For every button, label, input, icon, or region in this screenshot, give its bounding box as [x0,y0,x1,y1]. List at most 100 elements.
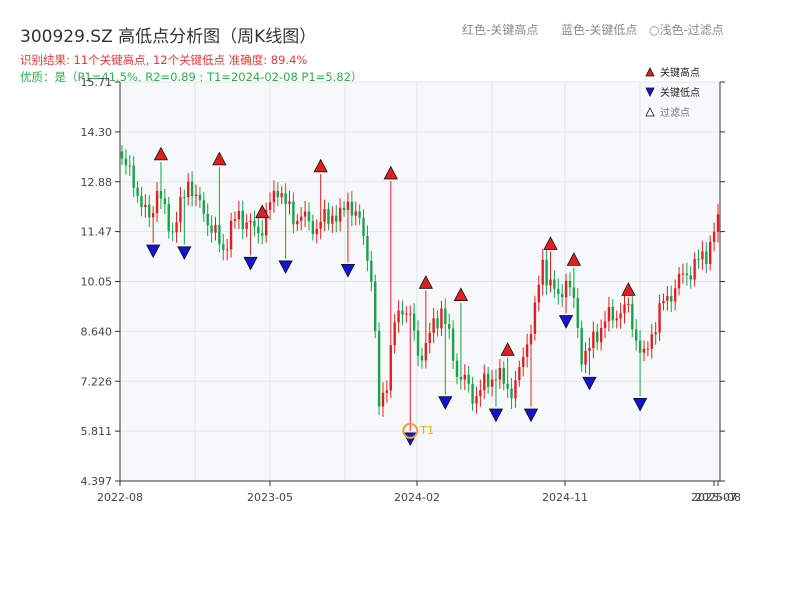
quality-summary: 优质：是（P1=41.5%, R2=0.89 ; T1=2024-02-08 P… [20,70,363,84]
candle [284,183,287,259]
candle-body [420,355,424,361]
key-low-marker [278,260,293,275]
candle [634,319,638,351]
candle [253,210,256,237]
candle [494,368,498,407]
candle-body [358,211,361,218]
candle-body [148,204,151,218]
candle [518,360,521,387]
candle [405,305,408,323]
candle [572,267,576,309]
y-tick-label: 7.226 [81,375,113,388]
candle-body [685,273,689,276]
candle-body [233,219,237,221]
x-tick-label: 2025-08 [695,491,741,504]
y-tick-label: 5.811 [81,425,113,438]
candle [179,187,182,233]
candle [261,219,264,245]
candle-body [151,213,155,218]
key-high-marker [383,165,398,180]
candle-body [584,350,587,365]
candle [136,181,139,203]
candle-body [658,303,661,333]
candle-body [541,259,544,285]
key-low-marker [243,256,258,271]
key-low-marker [488,408,504,423]
candle [642,340,646,362]
candle-body [712,231,716,242]
candle [342,201,346,217]
candle-body [311,221,315,235]
candle [393,313,396,354]
candle-body [662,300,665,304]
y-tick-label: 8.640 [81,325,113,338]
candle-body [319,221,322,229]
candle-body [428,332,431,344]
candle-body [303,211,307,217]
y-tick-label: 15.71 [81,76,113,89]
legend-label: 过滤点 [660,106,690,119]
candle-body [697,258,700,260]
candle [588,337,591,376]
candle-body [424,343,428,361]
y-tick-label: 14.30 [81,126,113,139]
candle [389,181,392,398]
candle-body [451,328,455,361]
candle [716,203,720,243]
candle-body [599,327,603,343]
candle-body [206,213,209,226]
candle [557,278,560,305]
legend-top-low-note: 蓝色-关键低点 [561,23,638,37]
markers: T1 [146,146,648,447]
y-tick-label: 10.05 [81,276,113,289]
candle [670,285,673,313]
candle-body [159,191,163,199]
candle-body [448,324,451,329]
candle [580,320,583,372]
candle [502,361,505,391]
candle-body [440,308,443,329]
candle [323,199,326,232]
candle [124,149,128,175]
candle-body [572,287,576,298]
candle [249,213,252,256]
candle [615,310,618,329]
candle [374,274,377,339]
candle [280,186,283,205]
candle-body [549,279,552,286]
candle-body [498,367,502,380]
candle [202,192,206,222]
candle-body [144,204,147,208]
candle-body [416,330,420,356]
candle-body [385,390,389,393]
key-low-marker [340,263,356,278]
candle-body [701,251,704,260]
candle [522,347,525,377]
candle [432,307,435,344]
candle [607,296,611,332]
chart-title: 300929.SZ 高低点分析图（周K线图） [20,27,317,47]
candle [335,205,338,233]
candle-body [124,158,128,166]
candle [712,222,716,252]
candle [463,364,466,391]
candle-body [615,318,618,321]
candle-body [288,201,291,205]
candle [483,364,486,400]
candle [194,184,198,207]
candle [288,190,291,215]
candle-body [167,204,170,232]
candle [611,299,615,329]
recognition-summary: 识别结果: 11个关键高点, 12个关键低点 准确度: 89.4% [20,53,308,67]
candle-body [409,313,412,315]
candle-body [525,344,529,357]
candle-body [459,376,463,380]
candle [338,198,342,232]
candle-body [553,279,556,289]
key-low-marker [177,246,192,260]
key-low-marker [582,376,597,391]
candle-body [646,348,650,350]
candle [241,200,244,240]
